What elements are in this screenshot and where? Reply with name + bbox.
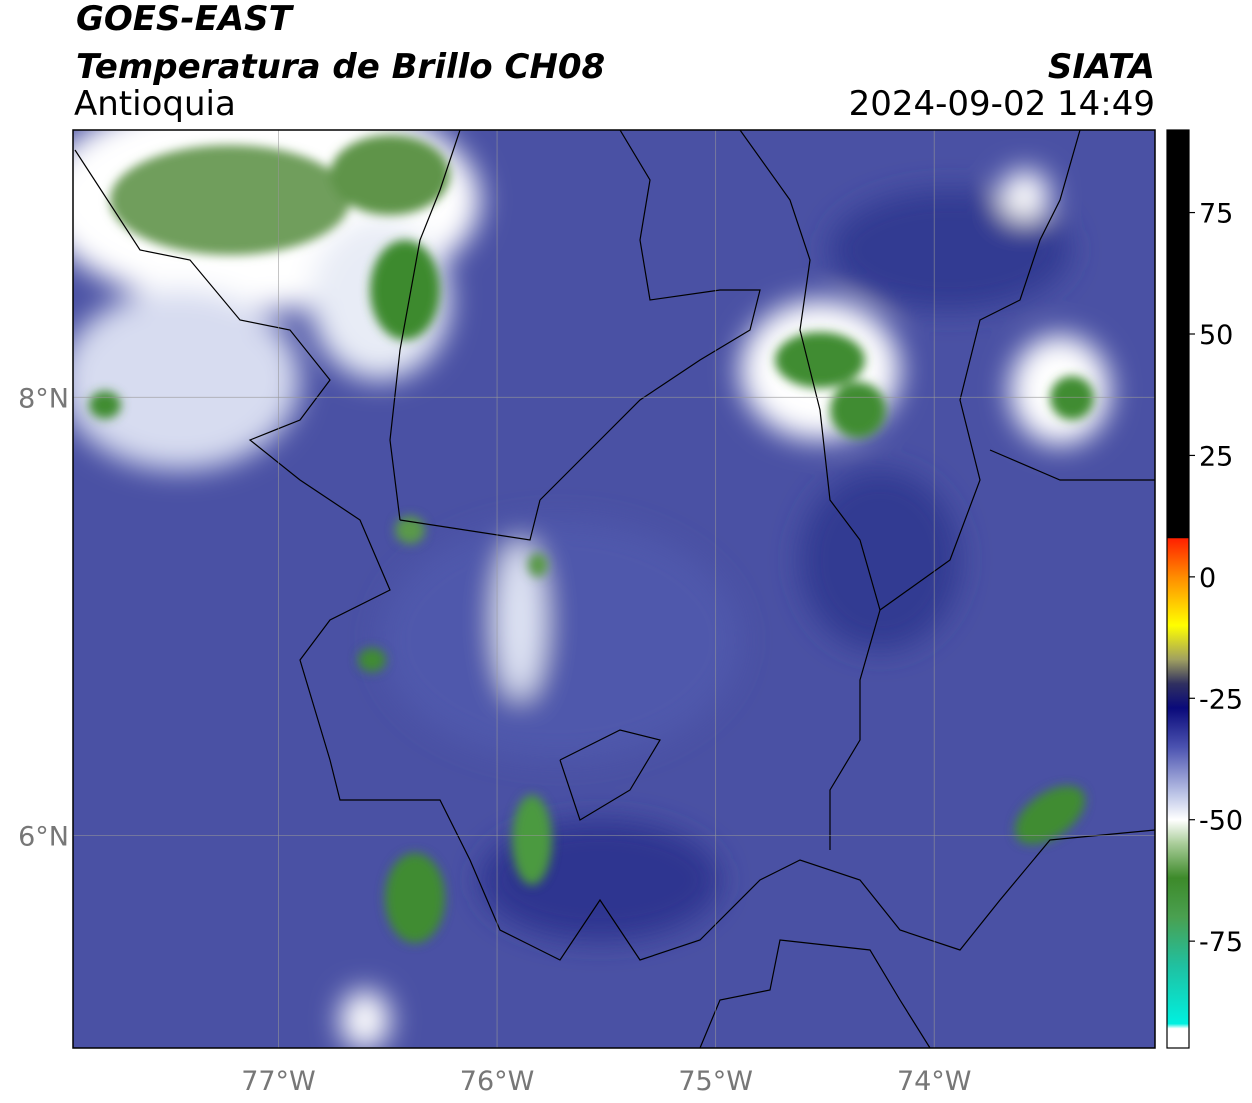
graticule bbox=[73, 130, 1155, 1048]
colorbar-tick-label: -25 bbox=[1199, 684, 1243, 715]
datetime: 2024-09-02 14:49 bbox=[849, 84, 1155, 124]
title: GOES-EAST bbox=[76, 0, 295, 39]
lat-tick-label: 6°N bbox=[18, 821, 69, 852]
lon-tick-label: 74°W bbox=[897, 1066, 972, 1097]
colorbar-scale bbox=[1166, 129, 1190, 1049]
boundaries bbox=[74, 130, 1155, 1048]
colorbar-tick-label: -50 bbox=[1199, 806, 1243, 837]
colorbar: 75 50 25 0 -25 -50 -75 bbox=[1166, 129, 1243, 1049]
lat-tick-label: 8°N bbox=[18, 383, 69, 414]
region: Antioquia bbox=[74, 84, 236, 124]
map-image bbox=[73, 130, 1155, 1048]
lon-tick-label: 77°W bbox=[241, 1066, 316, 1097]
lon-tick-label: 75°W bbox=[678, 1066, 753, 1097]
map-frame bbox=[72, 129, 1156, 1049]
source: SIATA bbox=[1048, 47, 1155, 87]
lon-tick-label: 76°W bbox=[460, 1066, 535, 1097]
colorbar-tick-label: 75 bbox=[1199, 199, 1233, 230]
cold-tops bbox=[89, 135, 1094, 943]
colorbar-tick-label: 25 bbox=[1199, 441, 1233, 472]
colorbar-tick-label: 0 bbox=[1199, 563, 1216, 594]
colorbar-tick-label: 50 bbox=[1199, 320, 1233, 351]
subtitle: Temperatura de Brillo CH08 bbox=[76, 47, 605, 87]
colorbar-tick-label: -75 bbox=[1199, 927, 1243, 958]
